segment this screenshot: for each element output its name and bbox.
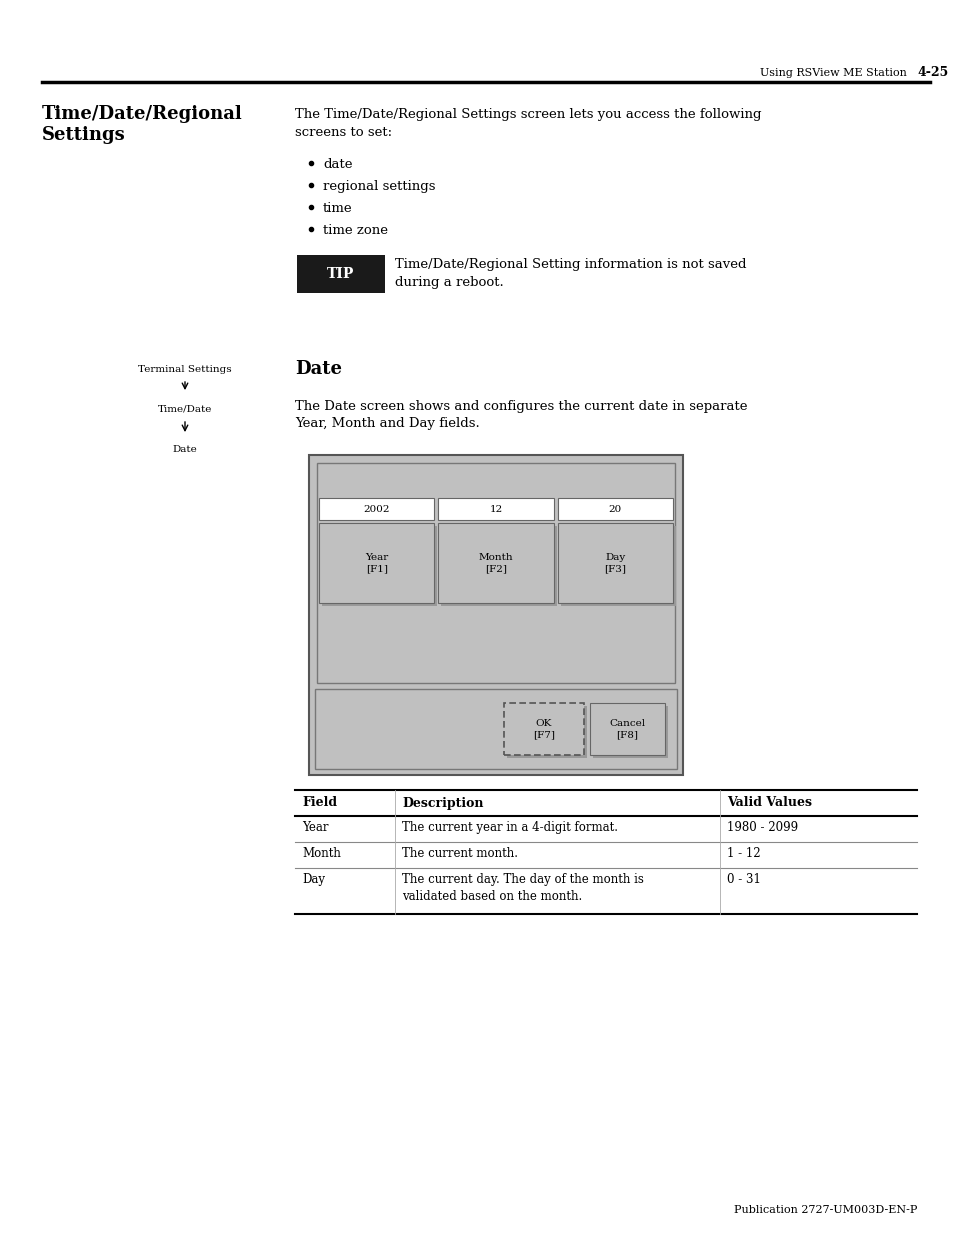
Bar	[309, 454, 682, 776]
Text: The Date screen shows and configures the current date in separate
Year, Month an: The Date screen shows and configures the…	[294, 400, 747, 431]
Bar	[437, 498, 553, 520]
Bar	[503, 703, 583, 755]
Text: Date: Date	[172, 445, 197, 454]
Text: time: time	[323, 203, 353, 215]
Text: date: date	[323, 158, 352, 170]
Text: 1 - 12: 1 - 12	[726, 847, 760, 860]
Text: TIP: TIP	[327, 267, 355, 282]
Text: Year: Year	[302, 821, 328, 834]
Text: The current year in a 4-digit format.: The current year in a 4-digit format.	[401, 821, 618, 834]
Text: Month: Month	[302, 847, 340, 860]
Text: 1980 - 2099: 1980 - 2099	[726, 821, 798, 834]
Bar	[314, 689, 677, 769]
Text: Terminal Settings: Terminal Settings	[138, 366, 232, 374]
Text: Publication 2727-UM003D-EN-P: Publication 2727-UM003D-EN-P	[733, 1205, 916, 1215]
Text: Cancel
[F8]: Cancel [F8]	[609, 719, 645, 740]
Text: 12: 12	[489, 505, 502, 514]
Bar	[558, 498, 672, 520]
Bar	[589, 703, 664, 755]
Text: 4-25: 4-25	[916, 67, 947, 79]
Text: Month
[F2]: Month [F2]	[478, 552, 513, 573]
Bar	[318, 498, 434, 520]
Bar	[296, 254, 385, 293]
Text: Year
[F1]: Year [F1]	[365, 552, 388, 573]
Text: OK
[F7]: OK [F7]	[533, 719, 555, 740]
Text: Time/Date/Regional
Settings: Time/Date/Regional Settings	[42, 105, 242, 144]
Bar	[560, 526, 676, 606]
Bar	[506, 706, 586, 758]
Text: Time/Date: Time/Date	[157, 405, 212, 414]
Bar	[593, 706, 667, 758]
Bar	[322, 526, 436, 606]
Text: Time/Date/Regional Setting information is not saved
during a reboot.: Time/Date/Regional Setting information i…	[395, 258, 745, 289]
Bar	[318, 522, 434, 603]
Text: The current day. The day of the month is
validated based on the month.: The current day. The day of the month is…	[401, 873, 643, 903]
Text: Using RSView ME Station: Using RSView ME Station	[760, 68, 906, 78]
Text: Field: Field	[302, 797, 336, 809]
Bar	[316, 463, 675, 683]
Text: Valid Values: Valid Values	[726, 797, 811, 809]
Text: Date: Date	[294, 359, 341, 378]
Bar	[437, 522, 553, 603]
Text: 0 - 31: 0 - 31	[726, 873, 760, 885]
Text: Description: Description	[401, 797, 483, 809]
Text: regional settings: regional settings	[323, 180, 435, 193]
Text: time zone: time zone	[323, 224, 388, 237]
Text: 2002: 2002	[363, 505, 390, 514]
Text: The Time/Date/Regional Settings screen lets you access the following
screens to : The Time/Date/Regional Settings screen l…	[294, 107, 760, 138]
Text: 20: 20	[608, 505, 621, 514]
Bar	[441, 526, 557, 606]
Text: The current month.: The current month.	[401, 847, 517, 860]
Bar	[558, 522, 672, 603]
Text: Day
[F3]: Day [F3]	[603, 552, 626, 573]
Text: Day: Day	[302, 873, 325, 885]
